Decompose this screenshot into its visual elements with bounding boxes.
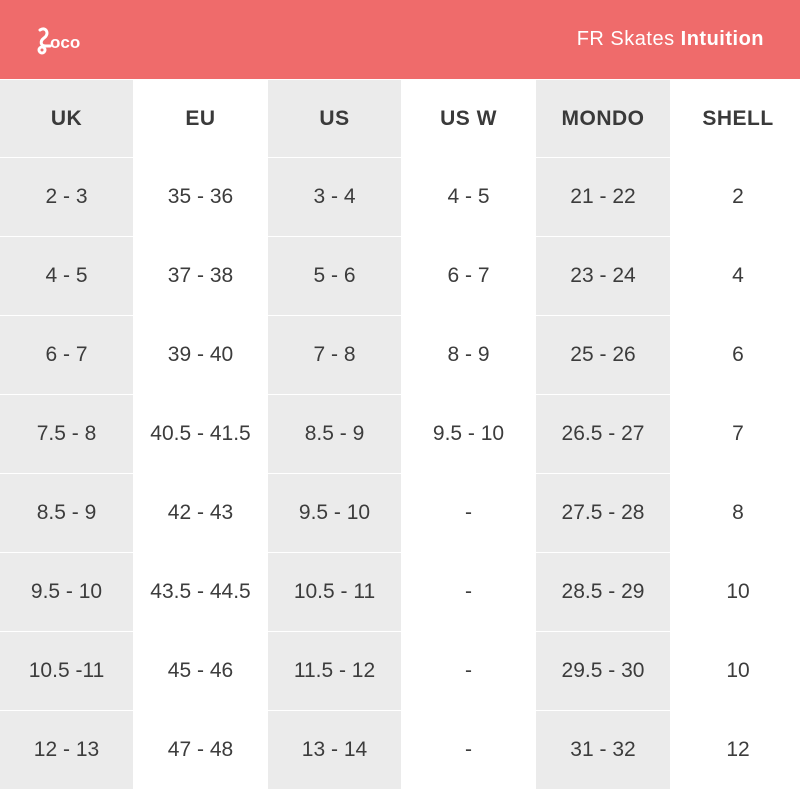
- table-cell: 6: [671, 316, 800, 394]
- table-cell: 21 - 22: [536, 158, 670, 236]
- table-cell: 7.5 - 8: [0, 395, 133, 473]
- table-cell: 9.5 - 10: [0, 553, 133, 631]
- table-cell: 2: [671, 158, 800, 236]
- table-cell: 40.5 - 41.5: [134, 395, 267, 473]
- table-cell: 8.5 - 9: [268, 395, 401, 473]
- table-cell: 2 - 3: [0, 158, 133, 236]
- loco-logo: oco: [36, 24, 96, 58]
- table-cell: 47 - 48: [134, 711, 267, 789]
- table-cell: 8: [671, 474, 800, 552]
- table-cell: 7 - 8: [268, 316, 401, 394]
- table-cell: 43.5 - 44.5: [134, 553, 267, 631]
- column-header: SHELL: [671, 80, 800, 157]
- page-title: FR Skates Intuition: [577, 28, 764, 51]
- table-cell: 3 - 4: [268, 158, 401, 236]
- table-cell: 4: [671, 237, 800, 315]
- column-header: UK: [0, 80, 133, 157]
- table-cell: 31 - 32: [536, 711, 670, 789]
- column-header: MONDO: [536, 80, 670, 157]
- table-cell: 27.5 - 28: [536, 474, 670, 552]
- table-cell: -: [402, 632, 535, 710]
- table-cell: 6 - 7: [402, 237, 535, 315]
- table-cell: 11.5 - 12: [268, 632, 401, 710]
- table-cell: 12 - 13: [0, 711, 133, 789]
- loco-logo-graphic: oco: [37, 27, 80, 55]
- table-cell: 4 - 5: [0, 237, 133, 315]
- table-cell: 28.5 - 29: [536, 553, 670, 631]
- table-cell: 8 - 9: [402, 316, 535, 394]
- table-cell: 26.5 - 27: [536, 395, 670, 473]
- table-cell: -: [402, 711, 535, 789]
- table-cell: 37 - 38: [134, 237, 267, 315]
- title-brand: FR Skates: [576, 28, 675, 50]
- table-cell: 10.5 -11: [0, 632, 133, 710]
- title-model: Intuition: [680, 28, 764, 50]
- table-cell: 10: [671, 553, 800, 631]
- table-cell: 25 - 26: [536, 316, 670, 394]
- table-cell: 35 - 36: [134, 158, 267, 236]
- table-cell: 6 - 7: [0, 316, 133, 394]
- table-cell: 7: [671, 395, 800, 473]
- table-cell: 12: [671, 711, 800, 789]
- table-cell: 39 - 40: [134, 316, 267, 394]
- table-cell: 13 - 14: [268, 711, 401, 789]
- table-cell: 9.5 - 10: [268, 474, 401, 552]
- table-cell: 45 - 46: [134, 632, 267, 710]
- table-cell: 10.5 - 11: [268, 553, 401, 631]
- table-cell: 4 - 5: [402, 158, 535, 236]
- table-cell: 5 - 6: [268, 237, 401, 315]
- table-cell: 9.5 - 10: [402, 395, 535, 473]
- table-cell: 23 - 24: [536, 237, 670, 315]
- table-cell: 42 - 43: [134, 474, 267, 552]
- logo-wordmark: oco: [50, 33, 80, 52]
- column-header: EU: [134, 80, 267, 157]
- table-cell: 29.5 - 30: [536, 632, 670, 710]
- table-cell: 10: [671, 632, 800, 710]
- column-header: US W: [402, 80, 535, 157]
- table-cell: -: [402, 474, 535, 552]
- table-cell: 8.5 - 9: [0, 474, 133, 552]
- column-header: US: [268, 80, 401, 157]
- table-cell: -: [402, 553, 535, 631]
- header-banner: oco FR Skates Intuition: [0, 0, 800, 80]
